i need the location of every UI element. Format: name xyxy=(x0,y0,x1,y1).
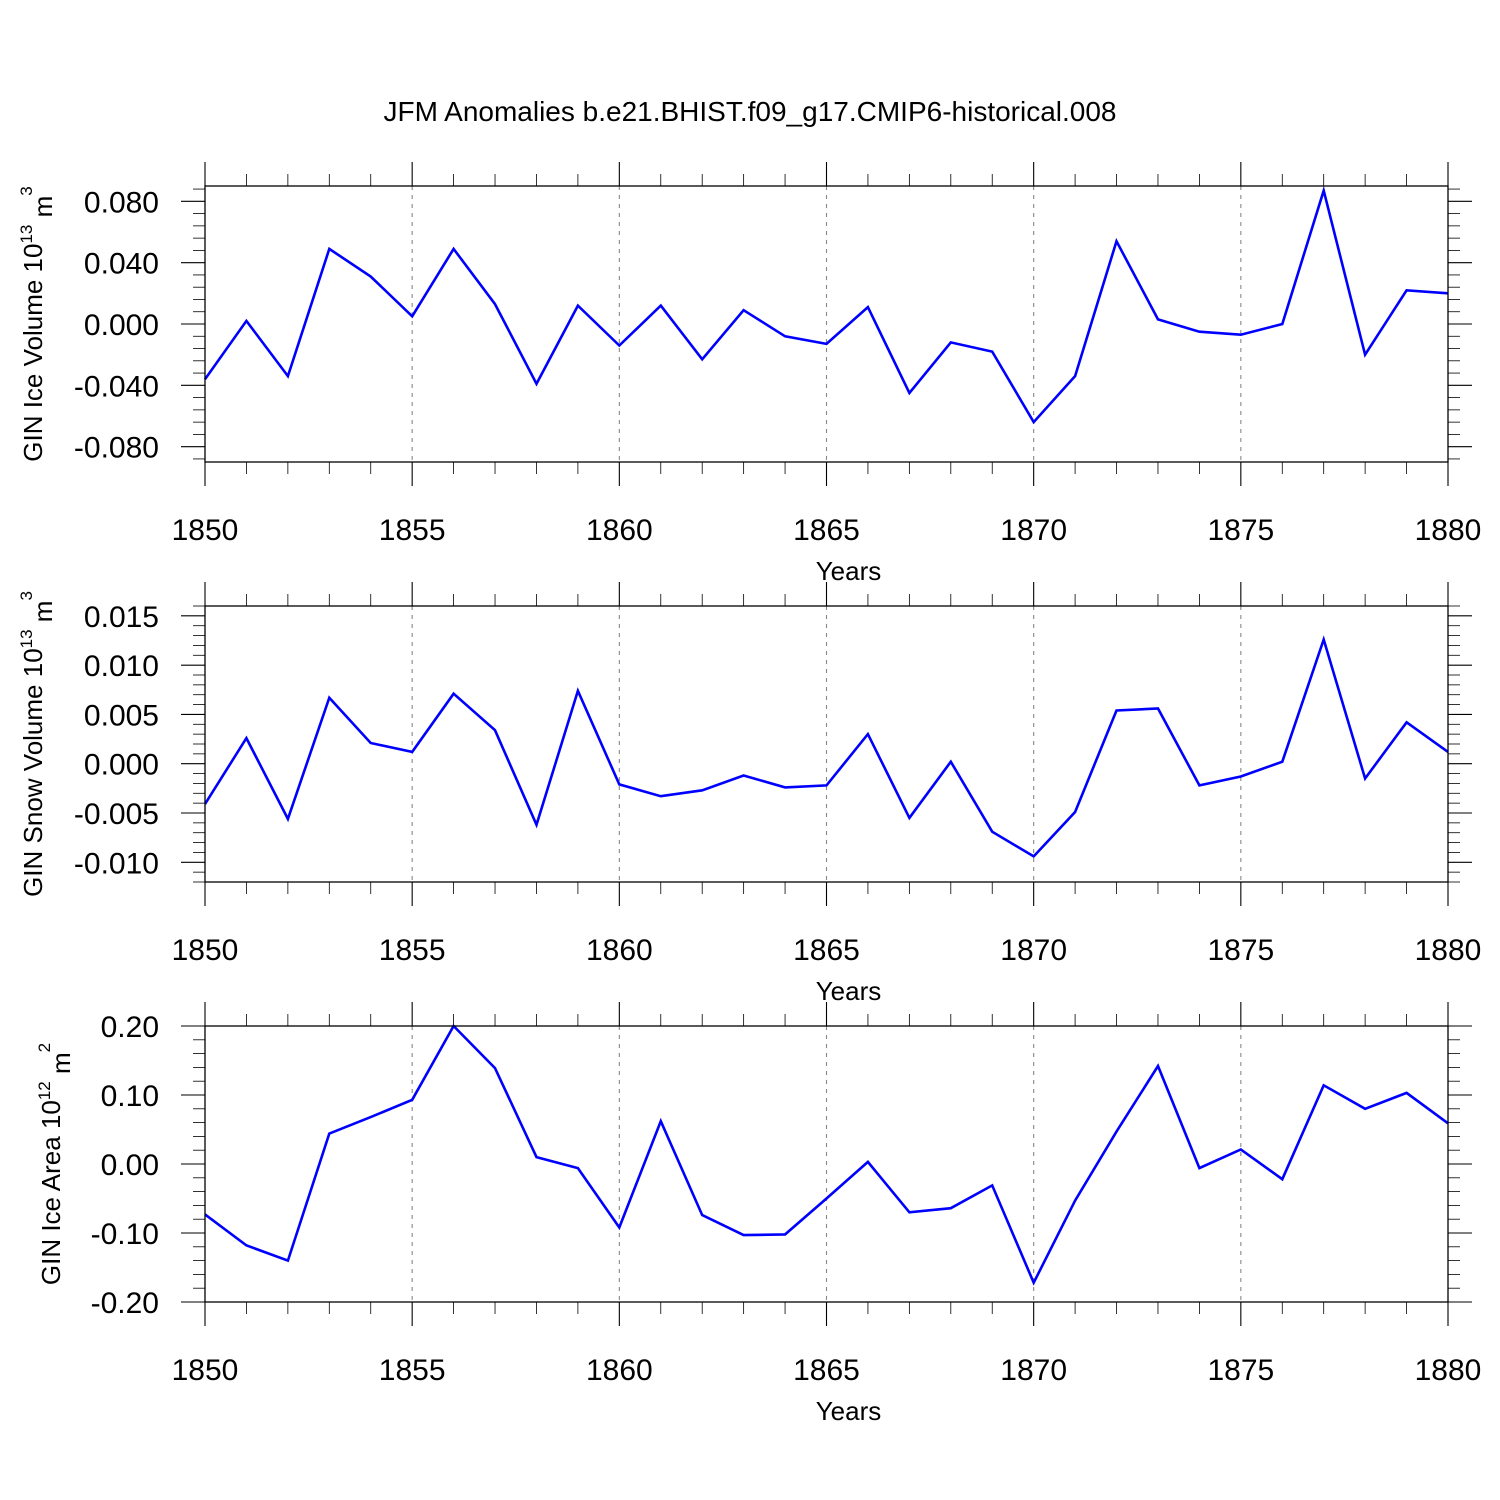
x-tick-label: 1880 xyxy=(1415,934,1482,967)
y-axis-title-text: GIN Ice Area 10 xyxy=(36,1100,66,1285)
x-axis-title: Years xyxy=(816,556,882,586)
series-line xyxy=(203,185,1449,425)
x-tick-label: 1850 xyxy=(172,1354,239,1387)
x-tick-label: 1865 xyxy=(793,1354,860,1387)
y-tick-label: -0.010 xyxy=(74,847,159,880)
chart-panel-2: 1850 1855 1860 1865 1870 1875 1880 0.015 0.010 0.… xyxy=(17,582,1481,1006)
x-tick-label: 1855 xyxy=(379,934,446,967)
series-line xyxy=(204,1023,1449,1286)
x-tick-label: 1860 xyxy=(586,514,653,547)
y-axis-title-sup1: 13 xyxy=(17,225,36,244)
y-tick-label: -0.005 xyxy=(74,798,159,831)
x-axis-title: Years xyxy=(816,976,882,1006)
y-axis-title-mid: m xyxy=(28,601,58,630)
y-tick-label: 0.015 xyxy=(84,601,159,634)
y-axis-title-text: GIN Snow Volume 10 xyxy=(18,648,48,897)
x-tick-label: 1855 xyxy=(379,1354,446,1387)
x-tick-label: 1860 xyxy=(586,934,653,967)
chart-panel-1: 1850 1855 1860 1865 1870 1875 1880 0.080 0.040 0.… xyxy=(17,162,1481,586)
y-tick-label: 0.000 xyxy=(84,309,159,342)
chart-panel-3: 1850 1855 1860 1865 1870 1875 1880 0.20 0.10 0.00… xyxy=(35,1002,1481,1426)
x-tick-label: 1870 xyxy=(1000,1354,1067,1387)
y-axis-title: GIN Snow Volume 1013 m3 xyxy=(17,591,58,897)
x-tick-label: 1870 xyxy=(1000,514,1067,547)
x-tick-label: 1880 xyxy=(1415,514,1482,547)
x-tick-label: 1875 xyxy=(1207,514,1274,547)
y-axis-title-mid: m xyxy=(46,1052,76,1081)
y-tick-label: 0.040 xyxy=(84,248,159,281)
x-tick-label: 1875 xyxy=(1207,934,1274,967)
y-axis-title-sup2: 3 xyxy=(17,186,36,195)
y-tick-label: 0.010 xyxy=(84,650,159,683)
y-axis-title-sup1: 12 xyxy=(35,1081,54,1100)
plot-frame xyxy=(204,1025,1449,1303)
x-tick-label: 1865 xyxy=(793,934,860,967)
x-tick-label: 1860 xyxy=(586,1354,653,1387)
plot-frame xyxy=(204,605,1449,883)
plot-frame xyxy=(204,185,1449,463)
y-tick-label: 0.000 xyxy=(84,749,159,782)
series-line xyxy=(203,635,1449,859)
y-axis-title-sup2: 3 xyxy=(17,591,36,600)
x-tick-label: 1850 xyxy=(172,934,239,967)
x-tick-label: 1870 xyxy=(1000,934,1067,967)
y-tick-label: 0.080 xyxy=(84,186,159,219)
y-tick-label: 0.20 xyxy=(101,1011,159,1044)
y-axis-title: GIN Ice Area 1012 m2 xyxy=(35,1043,76,1285)
y-tick-label: -0.10 xyxy=(91,1218,159,1251)
y-tick-label: -0.20 xyxy=(91,1287,159,1320)
x-tick-label: 1850 xyxy=(172,514,239,547)
y-tick-label: 0.005 xyxy=(84,699,159,732)
x-tick-label: 1875 xyxy=(1207,1354,1274,1387)
figure-title: JFM Anomalies b.e21.BHIST.f09_g17.CMIP6-… xyxy=(383,96,1117,127)
x-tick-label: 1880 xyxy=(1415,1354,1482,1387)
x-tick-label: 1855 xyxy=(379,514,446,547)
y-tick-label: -0.080 xyxy=(74,432,159,465)
y-tick-label: 0.10 xyxy=(101,1080,159,1113)
y-axis-title-text: GIN Ice Volume 10 xyxy=(18,244,48,462)
y-axis-title: GIN Ice Volume 1013 m3 xyxy=(17,186,58,462)
x-tick-label: 1865 xyxy=(793,514,860,547)
y-tick-label: -0.040 xyxy=(74,370,159,403)
x-axis-title: Years xyxy=(816,1396,882,1426)
y-axis-title-sup2: 2 xyxy=(35,1043,54,1052)
y-axis-title-sup1: 13 xyxy=(17,629,36,648)
y-axis-title-mid: m xyxy=(28,196,58,225)
y-tick-label: 0.00 xyxy=(101,1149,159,1182)
